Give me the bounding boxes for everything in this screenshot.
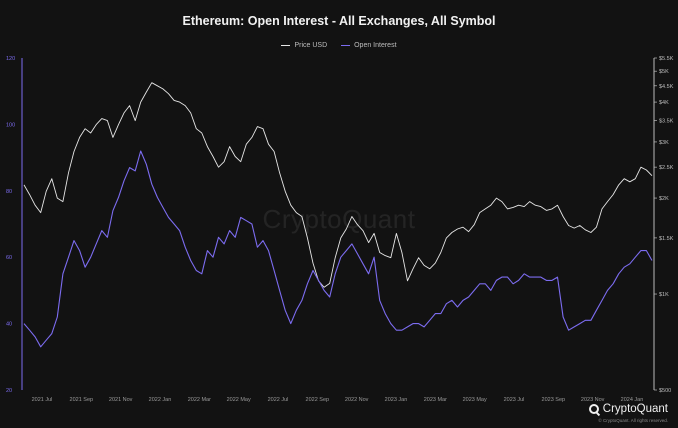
y-left-tick-label: 80 [6, 189, 12, 195]
y-left-tick-label: 20 [6, 388, 12, 394]
x-tick-label: 2023 Sep [542, 397, 566, 403]
y-right-tick-label: $4K [659, 100, 669, 106]
y-right-tick-label: $500 [659, 388, 671, 394]
x-tick-label: 2023 May [463, 397, 487, 403]
x-tick-label: 2021 Sep [70, 397, 94, 403]
brand-logo: CryptoQuant [588, 403, 668, 415]
legend-label-price: Price USD [294, 41, 328, 49]
y-left-tick-label: 60 [6, 255, 12, 261]
x-tick-label: 2021 Jul [32, 397, 53, 403]
x-tick-label: 2022 Mar [188, 397, 211, 403]
x-tick-label: 2022 May [227, 397, 251, 403]
x-tick-label: 2023 Nov [581, 397, 605, 403]
y-right-tick-label: $5.5K [659, 56, 674, 62]
legend-swatch-price [281, 44, 291, 46]
y-right-tick-label: $1K [659, 292, 669, 298]
y-left-tick-label: 120 [6, 56, 15, 62]
chart-legend: Price USD Open Interest [0, 41, 678, 49]
x-tick-label: 2022 Jan [149, 397, 172, 403]
watermark: CryptoQuant [262, 204, 416, 234]
series-line-open-interest [23, 150, 653, 348]
legend-swatch-open-interest [341, 44, 351, 46]
x-tick-label: 2023 Jul [504, 397, 525, 403]
y-right-tick-label: $5K [659, 69, 669, 75]
y-right-tick-label: $3K [659, 140, 669, 146]
y-right-tick-label: $2K [659, 196, 669, 202]
legend-item-open-interest[interactable]: Open Interest [341, 41, 397, 49]
chart-title: Ethereum: Open Interest - All Exchanges,… [182, 14, 496, 28]
legend-label-open-interest: Open Interest [354, 41, 397, 49]
x-tick-label: 2022 Nov [345, 397, 369, 403]
brand-name: CryptoQuant [602, 403, 668, 415]
x-tick-label: 2022 Sep [306, 397, 330, 403]
x-tick-label: 2022 Jul [268, 397, 289, 403]
copyright-text: © CryptoQuant. All rights reserved. [598, 418, 668, 423]
x-tick-label: 2021 Nov [109, 397, 133, 403]
x-tick-label: 2023 Mar [424, 397, 447, 403]
x-tick-label: 2023 Jan [385, 397, 408, 403]
y-right-tick-label: $4.5K [659, 84, 674, 90]
cryptoquant-logo-icon [588, 404, 599, 414]
y-left-tick-label: 100 [6, 122, 15, 128]
x-tick-label: 2024 Jan [621, 397, 644, 403]
y-right-tick-label: $3.5K [659, 119, 674, 125]
series-line-price-usd [23, 82, 653, 288]
legend-item-price[interactable]: Price USD [281, 42, 327, 49]
y-right-tick-label: $2.5K [659, 165, 674, 171]
y-left-tick-label: 40 [6, 322, 12, 328]
y-right-tick-label: $1.5K [659, 236, 674, 242]
